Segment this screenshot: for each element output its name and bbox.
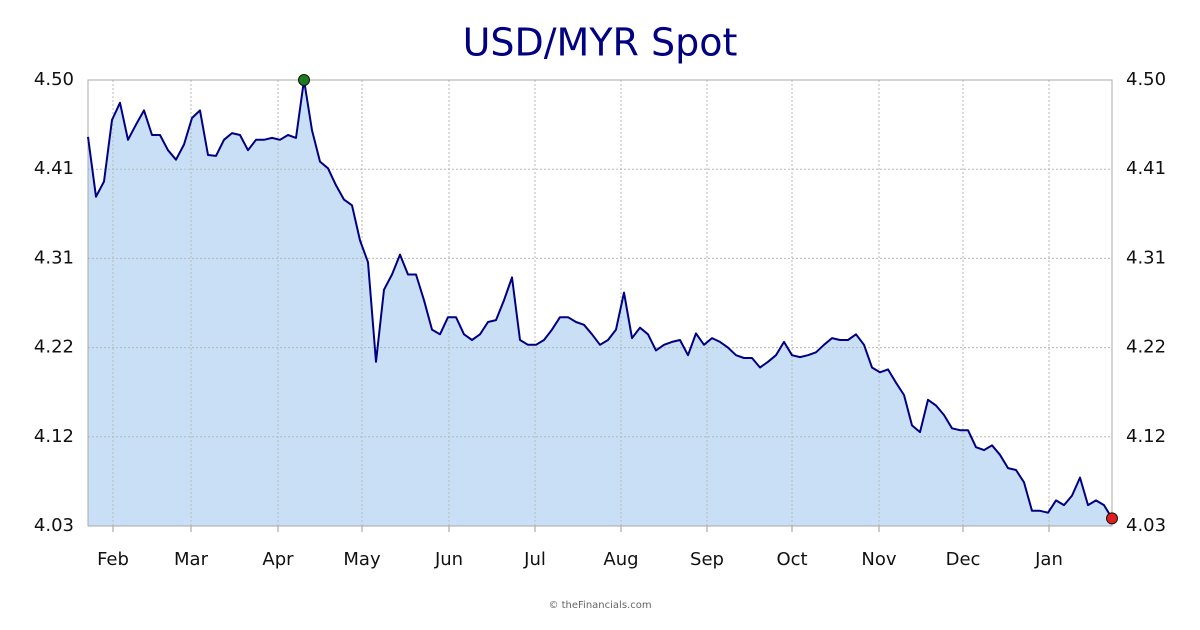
x-tick-label: Jan bbox=[1034, 549, 1063, 570]
y-tick-label: 4.12 bbox=[34, 426, 74, 447]
x-tick-label: Aug bbox=[603, 549, 638, 570]
x-tick-label: Nov bbox=[861, 549, 896, 570]
chart-title: USD/MYR Spot bbox=[463, 21, 738, 65]
y2-tick-label: 4.31 bbox=[1126, 247, 1166, 268]
y-tick-label: 4.22 bbox=[34, 337, 74, 358]
x-tick-label: Mar bbox=[174, 549, 209, 570]
y-tick-label: 4.50 bbox=[34, 69, 74, 90]
source: © theFinancials.com bbox=[548, 600, 651, 611]
x-tick-label: Feb bbox=[97, 549, 129, 570]
last-marker bbox=[1106, 512, 1118, 525]
x-tick-label: Sep bbox=[690, 549, 724, 570]
plot-border bbox=[87, 79, 1113, 527]
x-tick-label: Dec bbox=[946, 549, 981, 570]
max-marker bbox=[298, 74, 310, 86]
x-tick-label: Oct bbox=[776, 549, 807, 570]
y2-tick-label: 4.03 bbox=[1126, 515, 1166, 536]
x-tick-label: Jul bbox=[523, 549, 546, 570]
line bbox=[87, 79, 1113, 519]
area bbox=[88, 80, 1112, 526]
y-tick-label: 4.03 bbox=[34, 515, 74, 536]
y2-tick-label: 4.22 bbox=[1126, 337, 1166, 358]
y2-tick-label: 4.12 bbox=[1126, 426, 1166, 447]
y-tick-label: 4.41 bbox=[34, 158, 74, 179]
x-tick-label: May bbox=[343, 549, 381, 570]
x-tick-label: Jun bbox=[434, 549, 463, 570]
y2-tick-label: 4.50 bbox=[1126, 69, 1166, 90]
y2-tick-label: 4.41 bbox=[1126, 158, 1166, 179]
x-tick-label: Apr bbox=[262, 549, 294, 570]
y-tick-label: 4.31 bbox=[34, 247, 74, 268]
